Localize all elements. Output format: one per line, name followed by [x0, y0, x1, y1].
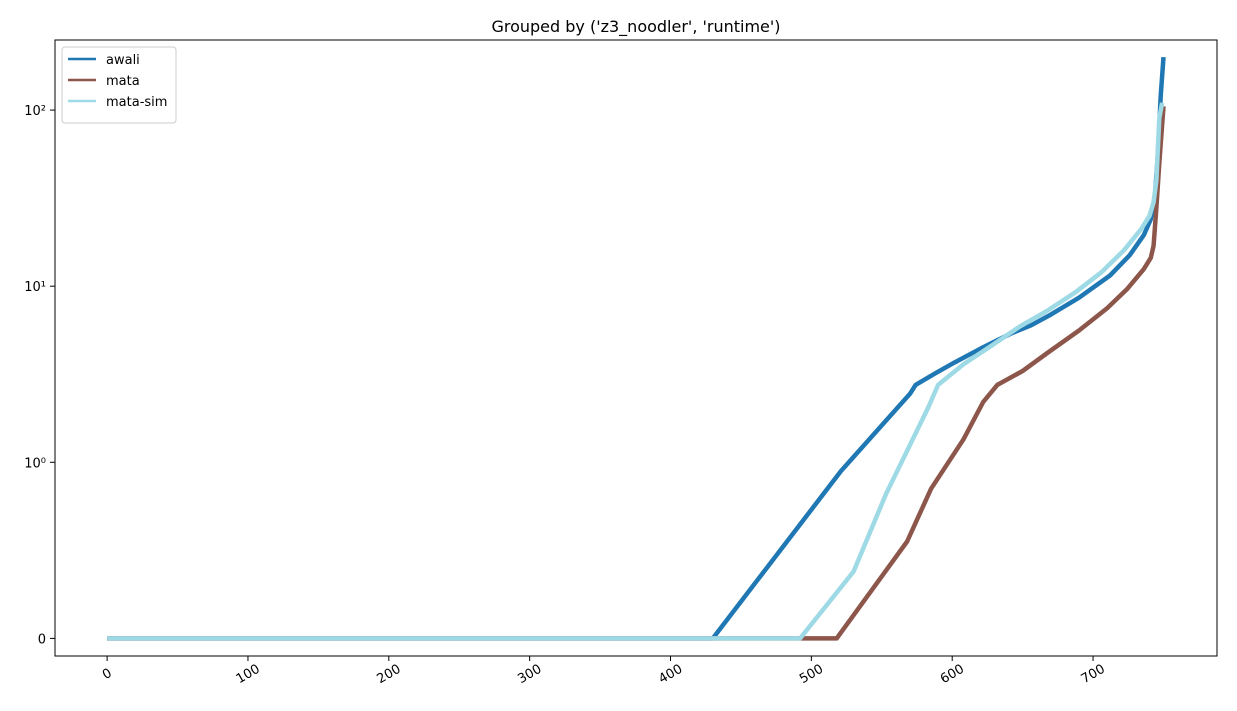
y-tick-label: 0 [38, 632, 46, 647]
chart-title: Grouped by ('z3_noodler', 'runtime') [491, 17, 780, 37]
y-tick-label: 10¹ [24, 280, 46, 295]
series-layer [107, 56, 1166, 641]
y-tick-label: 10² [24, 104, 46, 119]
legend-label-mata-sim: mata-sim [106, 95, 167, 110]
y-axis: 0 10⁰ 10¹ 10² [24, 104, 55, 647]
series-line-mata [107, 106, 1166, 641]
legend-label-awali: awali [106, 53, 140, 68]
series-line-mata-sim [107, 102, 1165, 641]
y-tick-label: 10⁰ [24, 456, 46, 471]
plot-area-frame [54, 39, 1218, 657]
legend-label-mata: mata [106, 74, 140, 89]
legend-box [61, 46, 177, 124]
legend: awali mata mata-sim [61, 46, 177, 124]
